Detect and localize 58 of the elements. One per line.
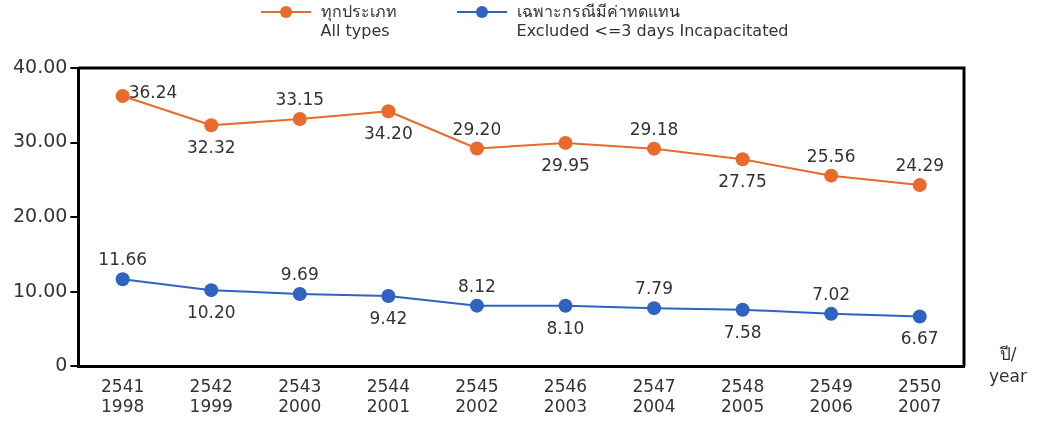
legend-label: เฉพาะกรณีมีค่าทดแทน Excluded <=3 days Incapacitated xyxy=(516,2,789,40)
x-tick-label: 2545 2002 xyxy=(455,375,499,417)
point xyxy=(292,112,307,127)
data-label: 9.42 xyxy=(369,307,408,328)
y-tick-label: 20.00 xyxy=(12,204,68,227)
point xyxy=(912,178,927,193)
point xyxy=(824,306,839,321)
point xyxy=(735,302,750,317)
data-label: 10.20 xyxy=(186,302,236,323)
point xyxy=(647,301,662,316)
x-tick-label: 2548 2005 xyxy=(720,375,765,417)
data-label: 7.79 xyxy=(635,278,673,299)
x-tick-label: 2541 1998 xyxy=(101,375,145,417)
x-tick-label: 2547 2004 xyxy=(632,375,676,417)
x-tick-label: 2546 2003 xyxy=(543,375,588,417)
point xyxy=(824,168,839,183)
point xyxy=(381,288,396,303)
point xyxy=(469,298,484,313)
data-label: 29.95 xyxy=(541,154,590,175)
data-label: 34.20 xyxy=(364,123,413,144)
data-label: 24.29 xyxy=(895,155,945,176)
x-tick-label: 2543 2000 xyxy=(278,375,322,417)
x-tick-label: 2550 2007 xyxy=(898,375,942,417)
data-label: 29.18 xyxy=(629,118,679,139)
data-label: 33.15 xyxy=(275,89,325,110)
data-label: 9.69 xyxy=(280,263,319,284)
y-tick-label: 0 xyxy=(55,353,68,376)
data-label: 6.67 xyxy=(900,328,939,349)
legend-label: ทุกประเภท All types xyxy=(320,2,397,40)
point xyxy=(558,135,573,150)
point xyxy=(735,152,750,167)
data-label: 7.02 xyxy=(812,283,851,304)
point xyxy=(292,286,307,301)
point xyxy=(204,283,219,298)
data-label: 25.56 xyxy=(806,145,856,166)
point xyxy=(381,104,396,119)
data-label: 27.75 xyxy=(718,171,767,192)
data-label: 36.24 xyxy=(128,82,178,103)
y-tick-label: 10.00 xyxy=(12,278,68,301)
point xyxy=(469,141,484,156)
data-label: 8.12 xyxy=(457,275,496,296)
data-label: 29.20 xyxy=(452,118,502,139)
x-tick-label: 2549 2006 xyxy=(809,375,853,417)
x-axis-title: ปี/ year xyxy=(989,344,1027,387)
data-label: 7.58 xyxy=(723,321,762,342)
point xyxy=(115,272,130,287)
point xyxy=(204,118,219,133)
point xyxy=(912,309,927,324)
data-label: 11.66 xyxy=(98,249,148,270)
x-tick-label: 2542 1999 xyxy=(189,375,233,417)
y-tick-label: 30.00 xyxy=(12,129,68,152)
data-label: 8.10 xyxy=(546,317,585,338)
point xyxy=(558,298,573,313)
x-tick-label: 2544 2001 xyxy=(366,375,410,417)
y-tick-label: 40.00 xyxy=(12,54,68,77)
point xyxy=(115,89,130,104)
point xyxy=(647,141,662,156)
data-label: 32.32 xyxy=(186,137,236,158)
